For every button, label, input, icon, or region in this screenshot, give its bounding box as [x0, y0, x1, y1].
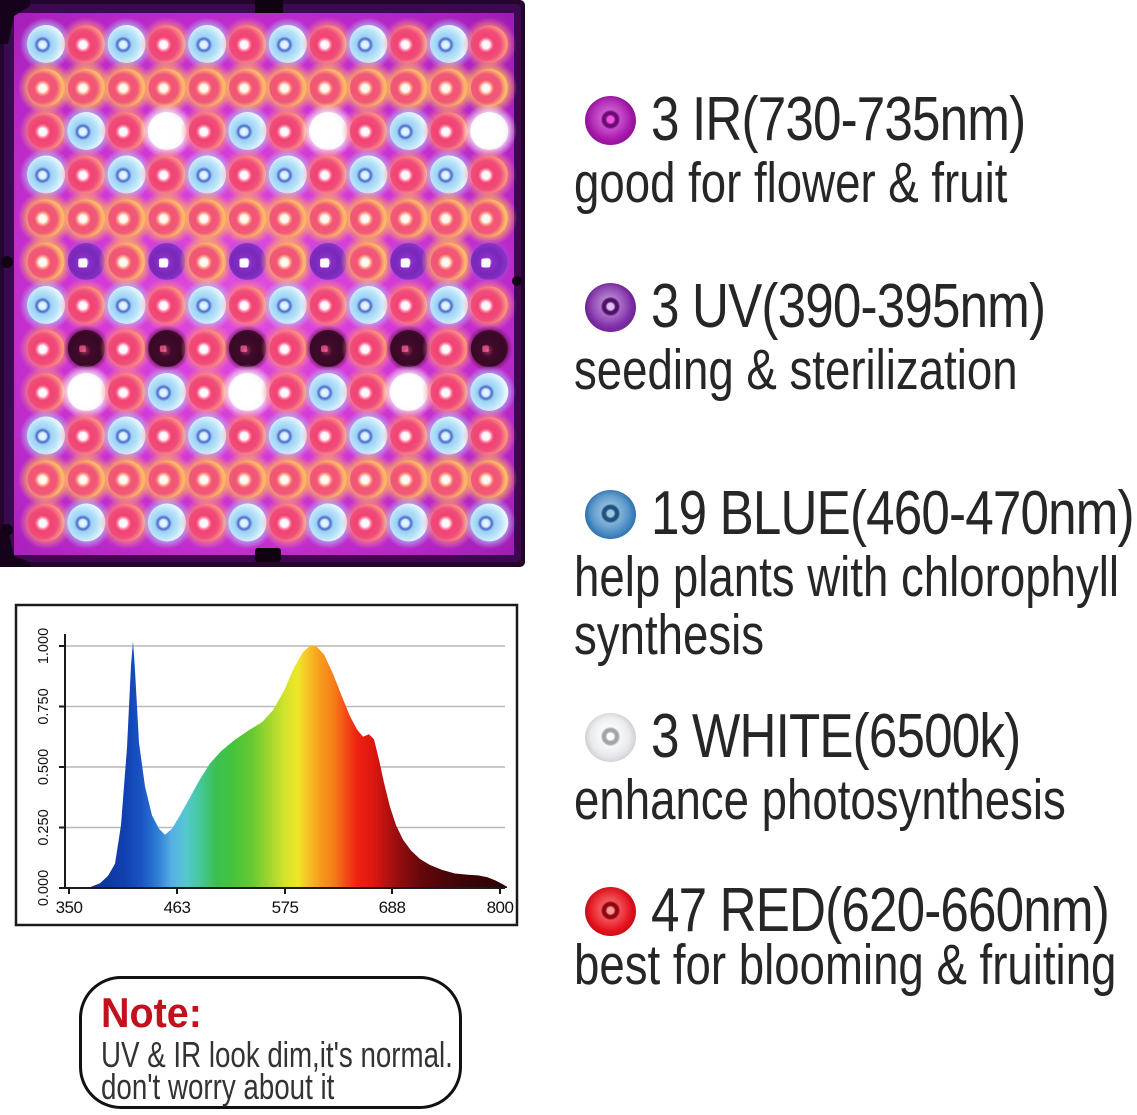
svg-text:463: 463 — [164, 898, 191, 917]
svg-text:0.500: 0.500 — [36, 749, 52, 785]
svg-text:350: 350 — [56, 898, 83, 917]
svg-text:688: 688 — [379, 898, 406, 917]
svg-text:0.750: 0.750 — [36, 688, 52, 724]
svg-text:0.000: 0.000 — [36, 870, 52, 906]
svg-text:575: 575 — [272, 898, 299, 917]
svg-text:0.250: 0.250 — [36, 809, 52, 845]
svg-text:800: 800 — [487, 898, 514, 917]
svg-text:1.000: 1.000 — [36, 628, 52, 664]
